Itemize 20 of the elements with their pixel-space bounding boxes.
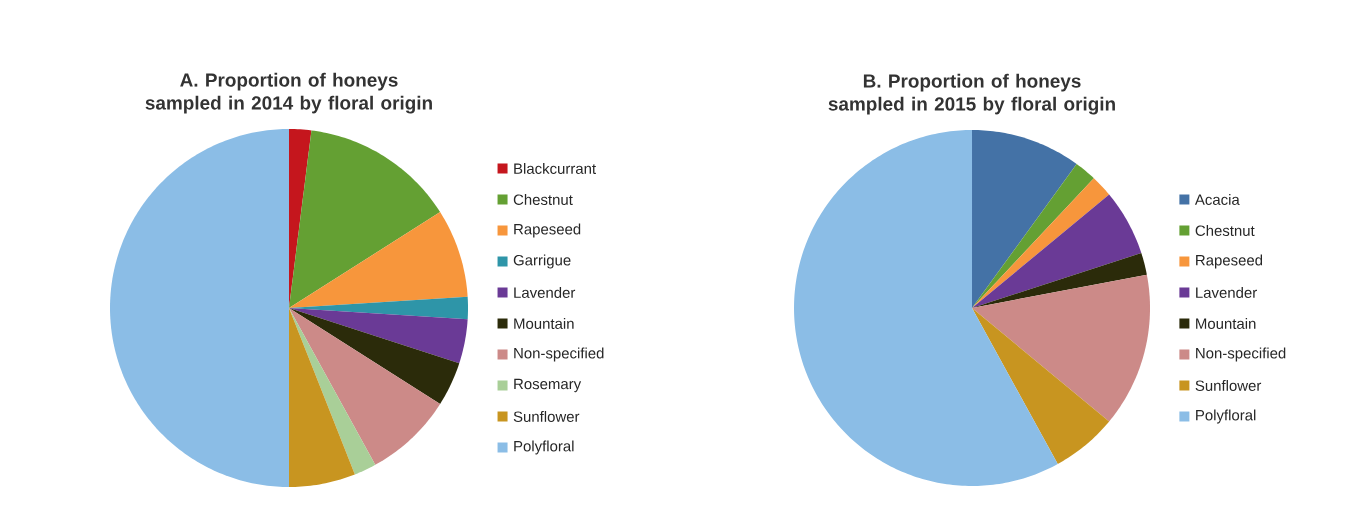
legend-label: Lavender [514,287,576,298]
legend-label: Non-specified [514,347,604,362]
legend-label: Chestnut [513,194,573,205]
legend-label: Blackcurrant [514,163,596,174]
legend-label: Rapeseed [514,223,581,238]
legend-label: Sunflower [513,411,580,422]
legend-label: Non-specified [1196,347,1286,362]
legend-label: Sunflower [1195,380,1262,391]
legend-label: Mountain [1196,318,1256,329]
legend-label: Polyfloral [514,440,574,455]
legend-label: Chestnut [1195,225,1255,236]
chart-title: B. Proportion of honeys sampled in 2015 by floral origin [828,73,1115,115]
legend-label: Lavender [1196,287,1257,298]
legend-label: Rapeseed [1196,254,1263,269]
legend-label: Mountain [514,318,574,329]
legend-label: Polyfloral [1196,409,1256,424]
legend-label: Rosemary [514,378,582,393]
chart-title: A. Proportion of honeys sampled in 2014 by floral origin [145,72,432,114]
legend-label: Acacia [1194,194,1240,205]
legend-label: Garrigue [513,254,571,269]
